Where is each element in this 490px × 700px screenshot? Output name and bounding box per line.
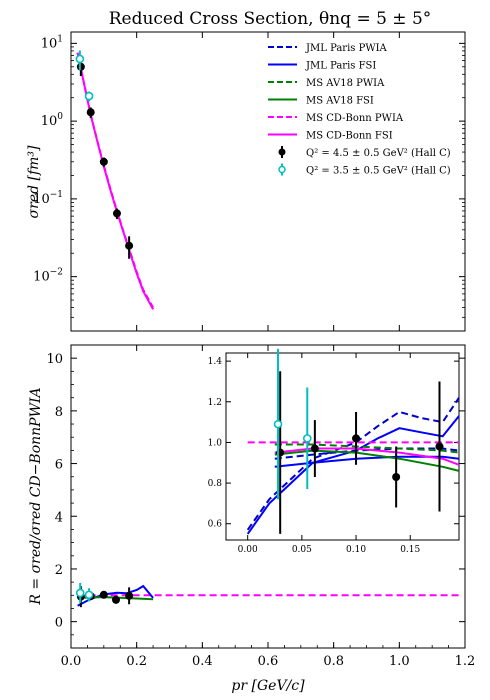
y-tick-label: 10−2 bbox=[33, 268, 63, 285]
data-point-q35 bbox=[75, 54, 85, 64]
legend-label: MS AV18 PWIA bbox=[306, 78, 385, 89]
bottom-ticks: 0.0 0.2 0.4 0.6 0.8 1.0 1.2 0 2 4 6 8 10 bbox=[46, 344, 476, 669]
y-tick-label: 0.6 bbox=[208, 520, 223, 530]
chart-title: Reduced Cross Section, θnq = 5 ± 5° bbox=[109, 9, 432, 29]
data-point-q45 bbox=[86, 108, 95, 117]
data-point-q35 bbox=[84, 590, 94, 600]
legend-swatch-marker bbox=[278, 165, 286, 174]
data-point-q45 bbox=[111, 595, 120, 604]
legend-label: Q² = 4.5 ± 0.5 GeV² (Hall C) bbox=[306, 148, 451, 159]
x-tick-label: 0.15 bbox=[400, 545, 420, 555]
bottom-y-axis-label: R = σred/σred CD−BonnPWIA bbox=[28, 387, 44, 605]
inset-ticks: 0.00 0.05 0.10 0.15 0.6 0.8 1.0 1.2 1.4 bbox=[208, 353, 459, 555]
top-curves bbox=[76, 52, 154, 310]
series-ms-cd-bonn-pwia bbox=[76, 52, 154, 309]
y-tick-label: 0 bbox=[55, 616, 63, 631]
y-tick-label: 4 bbox=[55, 510, 63, 525]
data-point-q45 bbox=[99, 157, 108, 166]
series-ms-av18-pwia bbox=[274, 443, 460, 454]
data-point-q35 bbox=[84, 91, 94, 101]
x-tick-label: 1.2 bbox=[455, 654, 476, 669]
top-y-axis-label: σred [fm³] bbox=[26, 145, 42, 218]
y-tick-label: 0.8 bbox=[208, 479, 223, 489]
x-tick-label: 0.2 bbox=[126, 654, 147, 669]
y-tick-label: 1.4 bbox=[208, 357, 223, 367]
data-point-q45 bbox=[112, 209, 121, 218]
legend-label: MS CD-Bonn PWIA bbox=[306, 113, 404, 124]
y-tick-label: 8 bbox=[55, 405, 63, 420]
data-point-q45 bbox=[125, 241, 134, 250]
x-tick-label: 0.8 bbox=[323, 654, 344, 669]
x-tick-label: 0.6 bbox=[258, 654, 279, 669]
data-point-q35 bbox=[273, 419, 283, 429]
data-point-q35 bbox=[75, 588, 85, 598]
bottom-panel: 0.0 0.2 0.4 0.6 0.8 1.0 1.2 0 2 4 6 8 10 R = σred/σr… bbox=[28, 344, 476, 694]
series-ms-cd-bonn-fsi bbox=[76, 52, 154, 310]
bottom-curves bbox=[77, 584, 462, 607]
bottom-points bbox=[75, 582, 134, 608]
x-tick-label: 1.0 bbox=[389, 654, 410, 669]
x-tick-label: 0.00 bbox=[238, 545, 258, 555]
data-point-q45 bbox=[99, 590, 108, 599]
legend-label: MS CD-Bonn FSI bbox=[306, 131, 393, 142]
legend-swatch-marker bbox=[278, 148, 286, 156]
x-tick-label: 0.0 bbox=[61, 654, 82, 669]
data-point-q45 bbox=[310, 444, 319, 453]
legend-label: MS AV18 FSI bbox=[306, 96, 374, 107]
y-tick-label: 6 bbox=[55, 458, 63, 473]
y-tick-label: 100 bbox=[41, 112, 64, 129]
data-point-q45 bbox=[435, 442, 444, 451]
inset-points bbox=[273, 348, 444, 534]
legend-label: JML Paris FSI bbox=[305, 61, 376, 72]
x-tick-label: 0.10 bbox=[346, 545, 366, 555]
legend-label: Q² = 3.5 ± 0.5 GeV² (Hall C) bbox=[306, 166, 451, 177]
bottom-x-axis-label: pr [GeV/c] bbox=[231, 678, 305, 694]
top-axes-frame bbox=[70, 31, 466, 332]
legend-label: JML Paris PWIA bbox=[305, 43, 388, 54]
y-tick-label: 2 bbox=[55, 563, 63, 578]
inset-panel: 0.00 0.05 0.10 0.15 0.6 0.8 1.0 1.2 1.4 bbox=[208, 348, 460, 555]
y-tick-label: 1.0 bbox=[208, 438, 223, 448]
data-point-q45 bbox=[392, 472, 401, 481]
data-point-q45 bbox=[125, 591, 134, 600]
legend: JML Paris PWIA JML Paris FSI MS AV18 PWIA M… bbox=[268, 43, 451, 177]
top-points bbox=[75, 50, 134, 259]
data-point-q35 bbox=[302, 434, 312, 443]
y-tick-label: 101 bbox=[41, 34, 63, 51]
y-tick-label: 1.2 bbox=[208, 398, 222, 408]
x-tick-label: 0.4 bbox=[192, 654, 213, 669]
y-tick-label: 10 bbox=[46, 352, 63, 367]
data-point-q45 bbox=[352, 434, 361, 443]
x-tick-label: 0.05 bbox=[292, 545, 312, 555]
